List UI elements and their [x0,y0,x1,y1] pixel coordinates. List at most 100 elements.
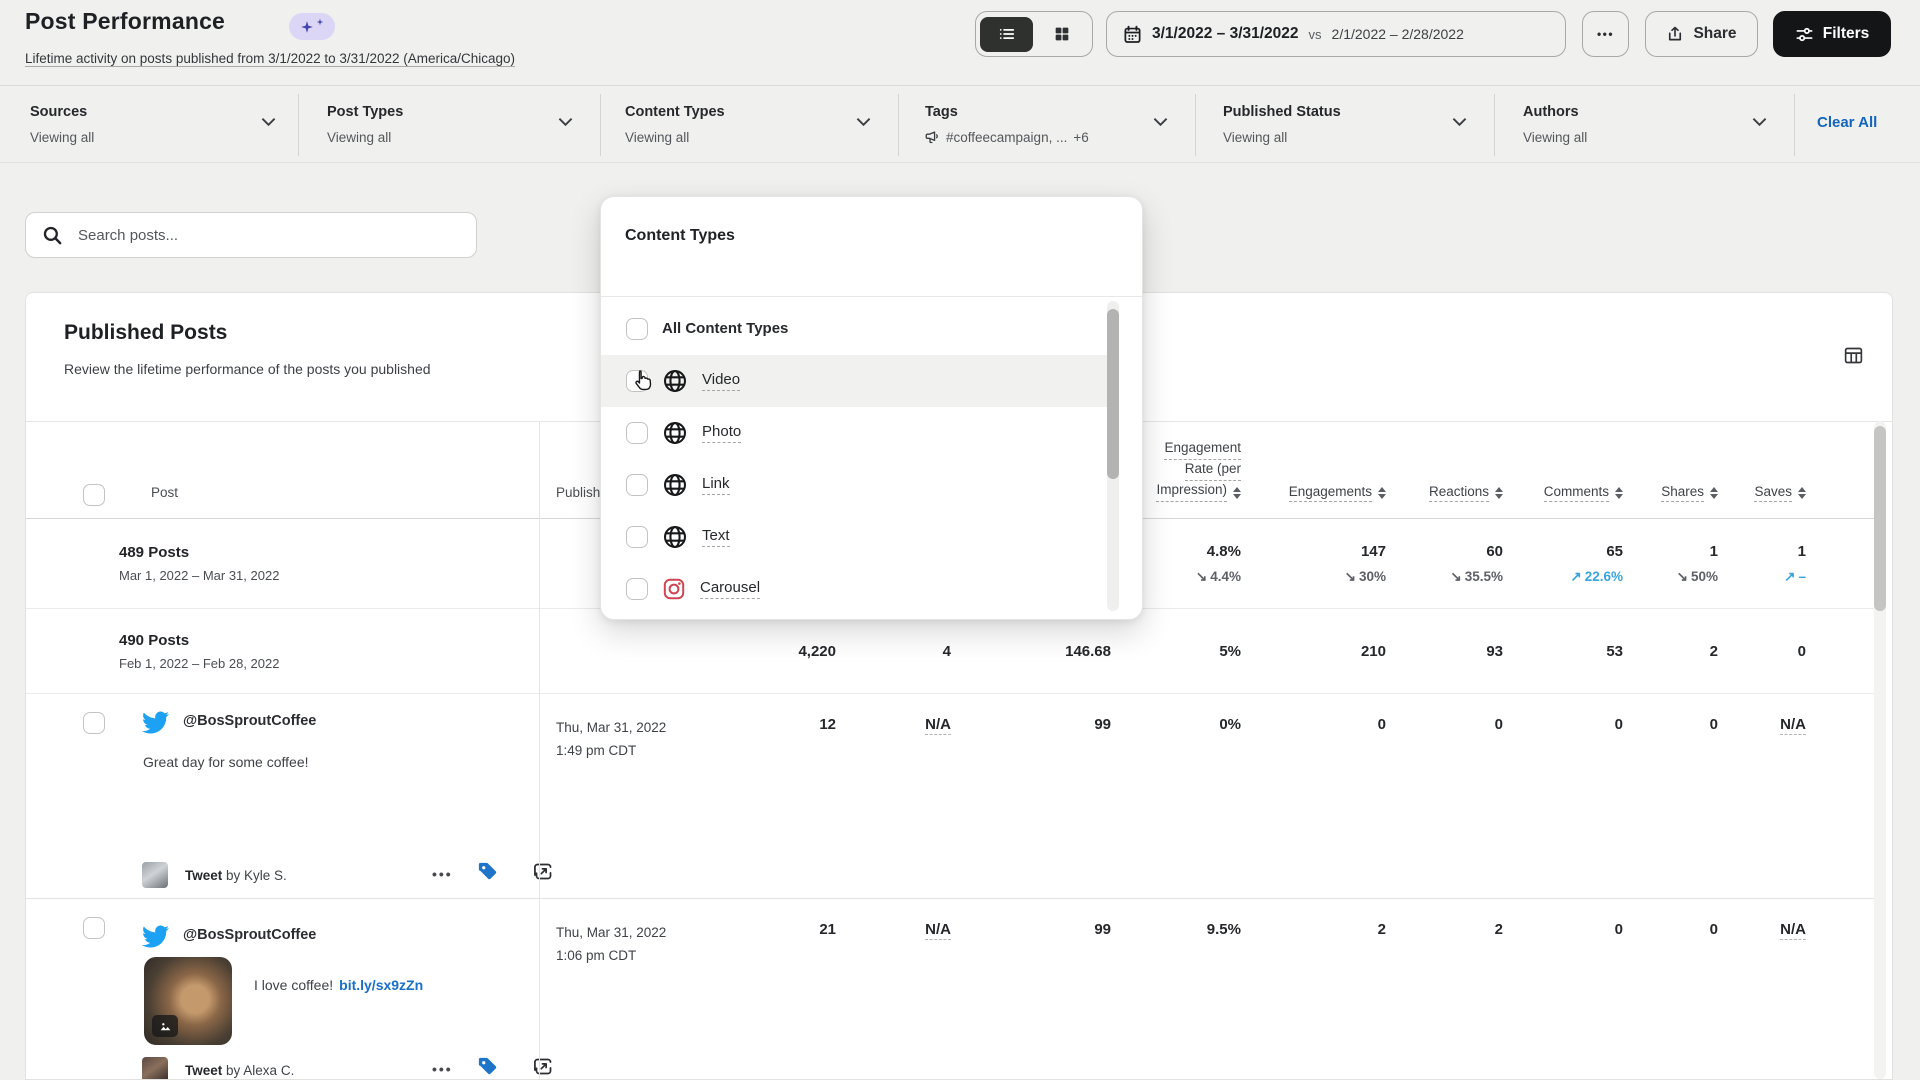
filter-value: Viewing all [30,130,95,145]
option-link[interactable]: Link [601,459,1114,511]
sort-icon[interactable] [1710,487,1718,499]
table-row-post: @BosSproutCoffee I love coffee! bit.ly/sx… [26,898,1874,1079]
summary-title: 490 Posts [119,631,190,649]
ai-sparkle-badge[interactable] [289,13,335,40]
trend-down-icon: ↘ [1195,568,1208,584]
checkbox[interactable] [626,474,648,496]
option-all-content-types[interactable]: All Content Types [601,303,1114,355]
filter-value: Viewing all [1223,130,1288,145]
column-engagement-rate[interactable]: Engagement Rate (per Impression) [1156,439,1241,502]
column-engagements[interactable]: Engagements [1288,484,1372,502]
filter-sources[interactable]: Sources Viewing all [0,87,298,163]
checkbox[interactable] [626,578,648,600]
filter-label: Authors [1523,104,1579,120]
photo-badge-icon [152,1015,178,1037]
post-link[interactable]: bit.ly/sx9zZn [339,977,424,993]
filters-sliders-icon [1796,27,1813,41]
date-vs-label: vs [1308,26,1322,42]
table-row-summary-february: 490 Posts Feb 1, 2022 – Feb 28, 2022 4,2… [26,608,1874,693]
checkbox[interactable] [626,370,648,392]
post-image-thumbnail[interactable] [144,957,232,1045]
date-range-value: 3/1/2022 – 3/31/2022 [1152,25,1299,42]
checkbox[interactable] [626,526,648,548]
grid-view-button[interactable] [1035,17,1088,52]
chevron-down-icon [261,117,276,127]
summary-date-range: Mar 1, 2022 – Mar 31, 2022 [119,568,280,583]
row-checkbox[interactable] [83,917,105,939]
cell-reactions: 93 [1486,642,1503,660]
globe-icon [662,368,688,394]
scrollbar-thumb[interactable] [1874,426,1886,611]
filters-label: Filters [1822,25,1870,42]
sort-icon[interactable] [1798,487,1806,499]
post-type-author: Tweet by Kyle S. [185,867,287,883]
tag-icon[interactable] [476,860,499,883]
tags-extra-count: +6 [1073,130,1089,145]
checkbox[interactable] [626,422,648,444]
column-saves[interactable]: Saves [1754,484,1792,502]
row-checkbox[interactable] [83,712,105,734]
trend-down-icon: ↘ [1676,568,1688,584]
column-reactions[interactable]: Reactions [1428,484,1489,502]
cell-comments: 0 [1614,716,1623,733]
cell-engagements: 2 [1377,921,1386,938]
sort-icon[interactable] [1378,487,1386,499]
published-date: Thu, Mar 31, 2022 [556,720,667,735]
search-posts [25,212,477,258]
cell-reactions: 0 [1494,716,1503,733]
filters-button[interactable]: Filters [1773,11,1891,57]
account-handle[interactable]: @BosSproutCoffee [183,713,317,729]
column-comments[interactable]: Comments [1543,484,1609,502]
cell-shares: 1 ↘ 50% [1676,542,1718,584]
filter-label: Published Status [1223,104,1341,120]
summary-label: 490 Posts Feb 1, 2022 – Feb 28, 2022 [26,609,539,693]
summary-date-range: Feb 1, 2022 – Feb 28, 2022 [119,655,280,671]
option-text[interactable]: Text [601,511,1114,563]
sparkle-icon-small [316,18,324,25]
send-post-icon[interactable] [533,861,554,882]
author-avatar [142,862,168,888]
column-shares[interactable]: Shares [1661,484,1704,502]
checkbox[interactable] [626,318,648,340]
filter-tags[interactable]: Tags #coffeecampaign, ... +6 [899,87,1195,163]
grid-view-icon [1055,27,1068,41]
clear-all-filters-link[interactable]: Clear All [1817,114,1878,131]
option-photo[interactable]: Photo [601,407,1114,459]
section-title: Published Posts [64,321,228,344]
row-more-actions-button[interactable]: ••• [432,866,453,882]
search-input[interactable] [25,212,477,258]
cell-engagement-rate: 5% [1219,642,1241,660]
summary-label: 489 Posts Mar 1, 2022 – Mar 31, 2022 [26,519,539,608]
cell-engagements: 0 [1377,716,1386,733]
filter-published-status[interactable]: Published Status Viewing all [1196,87,1494,163]
sort-icon[interactable] [1233,487,1241,499]
more-actions-button[interactable]: ••• [1582,11,1629,57]
date-range-button[interactable]: 3/1/2022 – 3/31/2022 vs 2/1/2022 – 2/28/… [1106,11,1566,57]
scrollbar-thumb[interactable] [1107,309,1119,479]
table-view-icon[interactable] [1843,345,1864,366]
tag-icon[interactable] [476,1055,499,1078]
sort-icon[interactable] [1495,487,1503,499]
cell-shares: 0 [1709,921,1718,938]
post-cell: @BosSproutCoffee Great day for some coff… [111,694,552,898]
divider [1794,94,1795,156]
cell-metric: N/A [925,921,951,940]
filter-authors[interactable]: Authors Viewing all [1495,87,1794,163]
sort-icon[interactable] [1615,487,1623,499]
select-all-checkbox[interactable] [83,484,105,506]
section-subtitle: Review the lifetime performance of the p… [64,361,431,377]
option-video[interactable]: Video [601,355,1114,407]
filter-post-types[interactable]: Post Types Viewing all [299,87,600,163]
instagram-icon [662,577,686,601]
share-button[interactable]: Share [1645,11,1758,57]
send-post-icon[interactable] [533,1056,554,1077]
row-more-actions-button[interactable]: ••• [432,1061,453,1077]
list-view-button[interactable] [980,16,1033,52]
filter-content-types[interactable]: Content Types Viewing all [601,87,898,163]
option-carousel[interactable]: Carousel [601,563,1114,615]
divider [1195,94,1196,156]
divider [601,296,1142,297]
table-row-summary-march: 489 Posts Mar 1, 2022 – Mar 31, 2022 4.8… [26,519,1874,608]
page-header: Post Performance Lifetime activity on po… [0,0,1920,86]
account-handle[interactable]: @BosSproutCoffee [183,927,317,943]
